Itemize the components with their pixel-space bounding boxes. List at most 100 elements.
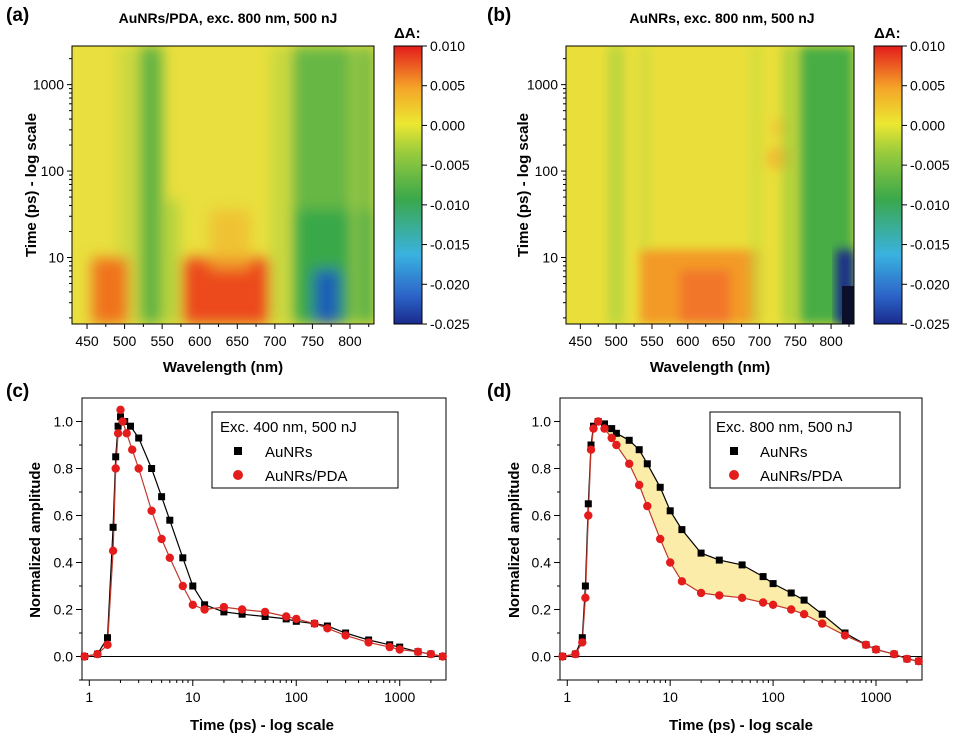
y-axis-label-a: Time (ps) - log scale (23, 113, 40, 257)
y-tick-label: 0.6 (54, 508, 74, 524)
data-point-aunrs (189, 582, 197, 590)
data-point-aunrs (581, 582, 589, 590)
colorbar-tick-label: -0.020 (430, 276, 470, 292)
data-point-aunrs (578, 634, 586, 642)
colorbar-tick-label: 0.005 (910, 78, 945, 94)
colorbar-tick-label: -0.010 (430, 197, 470, 213)
data-point-aunrs-pda (111, 464, 120, 473)
y-tick-label: 0.4 (54, 555, 74, 571)
data-point-aunrs-pda (341, 631, 350, 640)
line-panel-d: (d) 1 10 100 1000 0.0 0.2 0.4 0.6 0.8 1.0 Time (p… (487, 381, 923, 734)
colorbar-a (393, 45, 423, 325)
legend-square-marker (730, 447, 738, 455)
legend-title-c: Exc. 400 nm, 500 nJ (220, 419, 357, 436)
chart-title-a: AuNRs/PDA, exc. 800 nm, 500 nJ (119, 10, 338, 26)
colorbar-tick-label: -0.005 (910, 157, 950, 173)
heatmap-field-b (566, 46, 854, 324)
data-point-aunrs (666, 507, 674, 515)
data-point-aunrs (608, 425, 616, 433)
data-point-aunrs-pda (116, 405, 125, 414)
data-point-aunrs-pda (219, 602, 229, 612)
colorbar-tick-label: 0.000 (910, 117, 945, 133)
data-point-aunrs (166, 516, 174, 524)
x-tick-label: 550 (640, 333, 664, 349)
colorbar-tick-label: 0.005 (430, 78, 465, 94)
data-point-aunrs (135, 434, 143, 442)
data-point-aunrs-pda (128, 445, 137, 454)
colorbar-tick-label: -0.015 (910, 237, 950, 253)
data-point-aunrs-pda (395, 645, 404, 654)
data-point-aunrs-pda (607, 433, 616, 443)
heatmap-panel-a: (a) AuNRs/PDA, exc. 800 nm, 500 nJ 450 50… (6, 5, 470, 376)
data-point-aunrs (759, 573, 767, 581)
data-point-aunrs-pda (643, 501, 652, 511)
colorbar-tick-label: -0.025 (430, 316, 470, 332)
data-point-aunrs-pda (438, 652, 447, 661)
panel-label-a: (a) (6, 5, 29, 26)
data-point-aunrs (738, 561, 746, 569)
y-tick-label: 100 (41, 163, 65, 179)
x-axis-label-b: Wavelength (nm) (650, 359, 770, 376)
panel-label-b: (b) (487, 5, 511, 26)
data-point-aunrs-pda (586, 445, 596, 454)
data-point-aunrs-pda (237, 605, 247, 614)
y-tick-label: 10 (542, 249, 558, 265)
colorbar-b (873, 45, 903, 325)
y-axis-label-c: Normalized amplitude (27, 462, 44, 618)
data-point-aunrs (127, 422, 134, 430)
x-tick-label: 800 (338, 333, 362, 349)
data-point-aunrs (697, 549, 705, 557)
x-tick-label: 1000 (384, 689, 415, 705)
panel-label-d: (d) (487, 381, 511, 402)
data-point-aunrs-pda (666, 558, 675, 567)
x-tick-label: 500 (604, 333, 628, 349)
data-point-aunrs-pda (200, 605, 209, 614)
colorbar-tick-label: -0.010 (910, 197, 950, 213)
data-point-aunrs-pda (677, 577, 687, 586)
data-point-aunrs-pda (282, 612, 291, 621)
data-point-aunrs-pda (581, 593, 590, 602)
legend-entry-aunrs-c: AuNRs (265, 444, 313, 461)
data-point-aunrs-pda (768, 600, 778, 609)
chart-title-b: AuNRs, exc. 800 nm, 500 nJ (629, 10, 814, 26)
y-tick-label: 0.0 (532, 649, 552, 665)
y-tick-label: 0.8 (532, 461, 552, 477)
x-tick-label: 10 (662, 689, 678, 705)
data-point-aunrs-pda (122, 429, 131, 438)
legend-circle-marker (729, 470, 739, 480)
data-point-aunrs-pda (93, 649, 102, 659)
data-point-aunrs (104, 634, 111, 642)
data-point-aunrs (109, 523, 117, 531)
data-point-aunrs-pda (157, 534, 166, 544)
data-point-aunrs (601, 420, 608, 428)
x-tick-label: 450 (75, 333, 99, 349)
legend-entry-pda-d: AuNRs/PDA (760, 468, 843, 485)
legend-d: Exc. 800 nm, 500 nJ AuNRs AuNRs/PDA (709, 411, 901, 489)
data-point-aunrs-pda (612, 440, 621, 450)
line-panel-c: (c) 1 10 100 1000 0.0 0.2 0.4 0.6 0.8 1.0 Time (p… (6, 381, 447, 734)
data-point-aunrs-pda (715, 591, 724, 600)
legend-c: Exc. 400 nm, 500 nJ AuNRs AuNRs/PDA (211, 411, 399, 489)
x-axis-label-a: Wavelength (nm) (163, 359, 283, 376)
y-tick-label: 1.0 (532, 414, 552, 430)
data-point-aunrs-pda (635, 480, 644, 490)
x-tick-label: 700 (748, 333, 772, 349)
legend-square-marker (234, 447, 242, 455)
data-point-aunrs-pda (165, 553, 174, 562)
panel-label-c: (c) (6, 381, 29, 402)
data-point-aunrs-pda (589, 424, 598, 433)
x-tick-label: 100 (285, 689, 309, 705)
difference-shading (562, 421, 919, 662)
data-point-aunrs (114, 422, 122, 430)
data-point-aunrs-pda (118, 417, 127, 426)
data-point-aunrs-pda (364, 638, 373, 647)
data-point-aunrs-pda (292, 614, 301, 624)
data-point-aunrs (179, 554, 187, 562)
x-tick-label: 1 (85, 689, 93, 705)
data-point-aunrs (635, 446, 643, 454)
legend-entry-pda-c: AuNRs/PDA (265, 468, 348, 485)
data-point-aunrs-pda (840, 631, 850, 640)
x-tick-label: 100 (761, 689, 785, 705)
data-point-aunrs (643, 460, 651, 468)
x-tick-label: 550 (150, 333, 174, 349)
